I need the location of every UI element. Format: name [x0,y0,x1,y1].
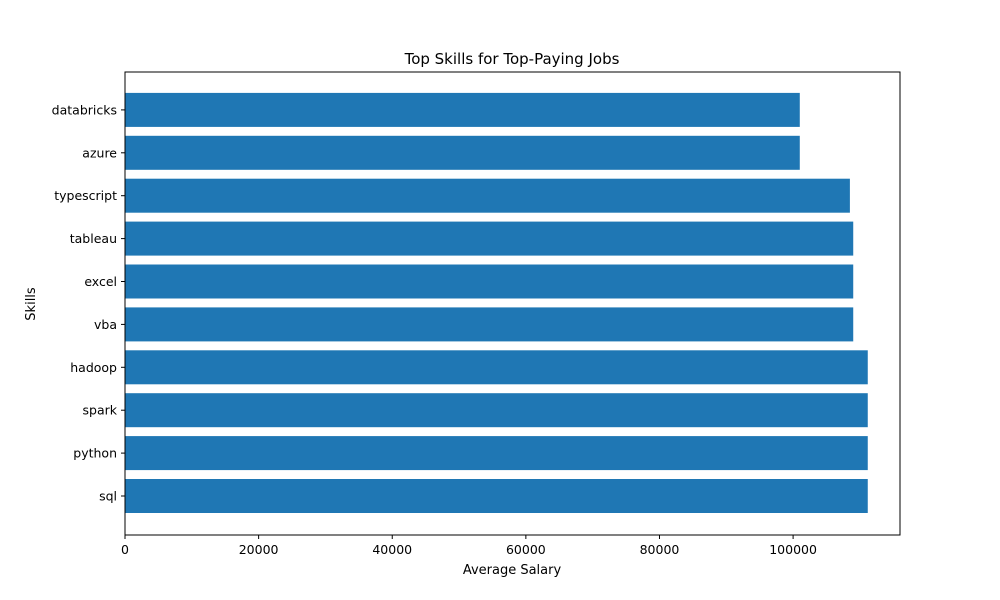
y-axis-ticks: sql python spark hadoop vba excel tableau types… [52,102,125,504]
y-tick-label: vba [94,317,117,332]
x-axis-ticks: 0 20000 40000 60000 80000 100000 [121,535,817,557]
y-axis-label: Skills [24,287,39,321]
y-tick-label: python [73,446,117,461]
bar-databricks [125,92,800,127]
y-tick-label: azure [82,145,117,160]
bar-tableau [125,221,854,256]
y-tick-label: databricks [52,102,117,117]
x-tick-label: 40000 [372,542,412,557]
y-tick-label: excel [84,274,117,289]
bar-spark [125,393,868,428]
bar-excel [125,264,854,299]
y-tick-label: sql [99,489,117,504]
chart-title: Top Skills for Top-Paying Jobs [404,50,620,68]
y-tick-label: hadoop [70,360,117,375]
x-tick-label: 80000 [640,542,680,557]
y-tick-label: typescript [54,188,117,203]
bar-vba [125,307,854,342]
x-tick-label: 100000 [769,542,817,557]
bar-hadoop [125,350,868,385]
x-tick-label: 60000 [506,542,546,557]
bar-sql [125,479,868,513]
x-axis-label: Average Salary [463,563,562,578]
bar-typescript [125,178,850,213]
y-tick-label: spark [83,403,118,418]
bar-python [125,436,868,471]
x-tick-label: 20000 [239,542,279,557]
plot-frame [124,71,901,536]
y-tick-label: tableau [70,231,117,246]
bars-group [125,92,868,513]
x-tick-label: 0 [121,542,129,557]
bar-azure [125,135,800,170]
